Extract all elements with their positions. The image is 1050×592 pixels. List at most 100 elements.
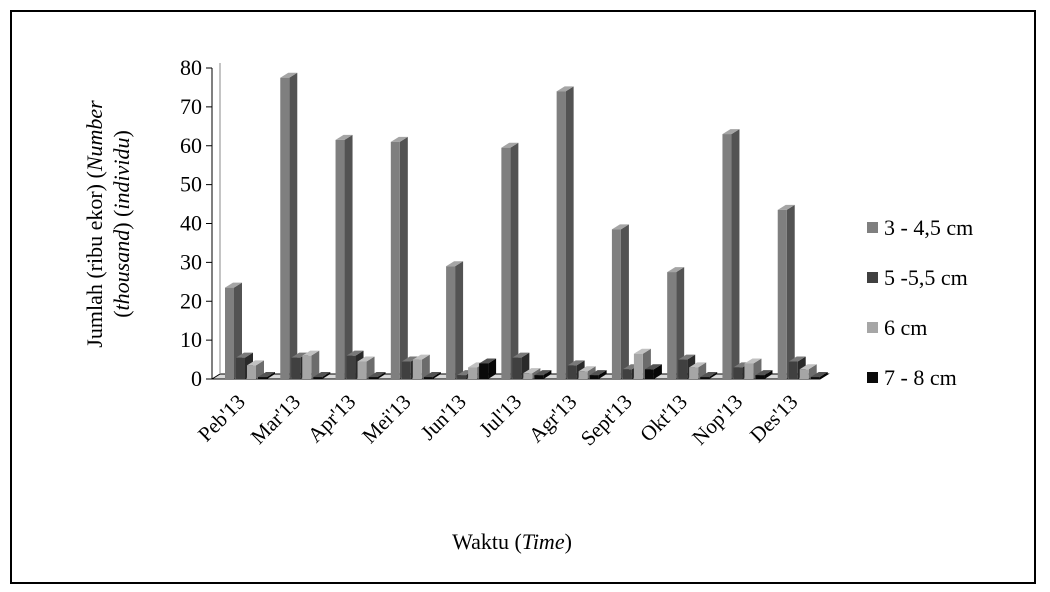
bar-top <box>799 364 817 370</box>
bar <box>335 134 353 379</box>
bar-top <box>556 86 574 92</box>
bar-front <box>744 363 754 379</box>
bar-side <box>510 142 519 379</box>
bar <box>777 204 795 379</box>
bar-front <box>788 361 798 379</box>
bar-top <box>633 348 651 354</box>
bar <box>357 356 375 379</box>
bar-side <box>598 370 607 379</box>
bar-side <box>455 261 464 379</box>
bar <box>368 372 386 379</box>
y-tick-label: 20 <box>180 288 202 313</box>
y-axis-title-line2: (thousand) (individu) <box>109 130 134 318</box>
bar-side <box>488 358 497 379</box>
legend-item: 5 -5,5 cm <box>867 265 968 290</box>
bar-front <box>733 367 743 379</box>
bar-side <box>731 129 740 379</box>
bar <box>611 224 629 379</box>
bar <box>313 372 331 379</box>
y-tick-label: 10 <box>180 327 202 352</box>
bar-front <box>313 377 323 379</box>
legend-swatch <box>867 322 878 333</box>
bar-top <box>689 362 707 368</box>
bar-side <box>565 86 574 379</box>
legend-label: 5 -5,5 cm <box>884 265 968 290</box>
bar-front <box>755 375 765 379</box>
bar <box>390 136 408 379</box>
bar-top <box>357 356 375 362</box>
bar-top <box>446 261 464 267</box>
bar-side <box>311 350 320 379</box>
bar-front <box>689 367 699 379</box>
bar-top <box>667 267 685 273</box>
bar-front <box>335 139 345 379</box>
x-tick-label: Apr'13 <box>303 390 361 448</box>
bar-front <box>280 77 290 379</box>
x-tick-label: Okt'13 <box>635 390 692 447</box>
x-tick-label: Jun'13 <box>416 390 471 445</box>
y-axis-title-plain: Jumlah (ribu ekor) ( <box>82 171 107 348</box>
bar <box>423 372 441 379</box>
bar-top <box>501 142 519 148</box>
bar <box>810 372 828 379</box>
y-tick-label: 70 <box>180 94 202 119</box>
bar <box>280 72 298 379</box>
y-tick-label: 40 <box>180 211 202 236</box>
legend-item: 3 - 4,5 cm <box>867 215 973 240</box>
bar-side <box>653 364 662 379</box>
bar-front <box>291 357 301 379</box>
bar-side <box>764 370 773 379</box>
y-tick-label: 0 <box>191 366 202 391</box>
bar <box>556 86 574 379</box>
bar-front <box>644 369 654 379</box>
bar-front <box>423 377 433 379</box>
bar-top <box>755 370 773 376</box>
bar-top <box>423 372 441 378</box>
bar <box>589 370 607 379</box>
bar-side <box>234 282 242 379</box>
y-axis-title-italic: Number <box>82 100 107 172</box>
bar-top <box>534 370 552 376</box>
bar-top <box>810 372 828 378</box>
x-tick-label: Mar'13 <box>246 390 305 449</box>
bar-front <box>225 287 234 379</box>
bar <box>534 370 552 379</box>
x-axis-title-text: Waktu (Time) <box>452 529 572 554</box>
bar-front <box>667 272 677 379</box>
bar-top <box>401 356 419 362</box>
bar-top <box>412 354 430 360</box>
x-axis-title-close: ) <box>565 529 572 554</box>
legend-label: 6 cm <box>884 315 927 340</box>
bar-top <box>346 350 364 356</box>
legend: 3 - 4,5 cm 5 -5,5 cm 6 cm 7 - 8 cm <box>867 215 973 390</box>
bar-front <box>578 371 588 379</box>
bar-front <box>722 134 732 379</box>
x-tick-label: Agr'13 <box>524 390 582 448</box>
y-axis-ticks: 0 10 20 30 40 50 60 70 80 <box>180 55 212 391</box>
bar-front <box>810 377 820 379</box>
bar <box>446 261 464 379</box>
bar-top <box>788 356 806 362</box>
bar-front <box>589 375 599 379</box>
bar-top <box>236 352 253 358</box>
bar-front <box>501 147 511 379</box>
y-tick-label: 80 <box>180 55 202 80</box>
bar-front <box>622 369 632 379</box>
bar-top <box>678 354 696 360</box>
bar-front <box>357 361 367 379</box>
bar-front <box>523 373 533 379</box>
bar-side <box>676 267 685 379</box>
bar <box>302 350 320 379</box>
bar-side <box>620 224 629 379</box>
legend-swatch <box>867 272 878 283</box>
bar-front <box>401 361 411 379</box>
bar-side <box>256 360 264 379</box>
bar-front <box>777 209 787 379</box>
legend-swatch <box>867 222 878 233</box>
bar-side <box>267 372 275 379</box>
bar-side <box>377 372 386 379</box>
legend-label: 7 - 8 cm <box>884 365 957 390</box>
bar-top <box>523 368 541 374</box>
bar-side <box>709 372 718 379</box>
